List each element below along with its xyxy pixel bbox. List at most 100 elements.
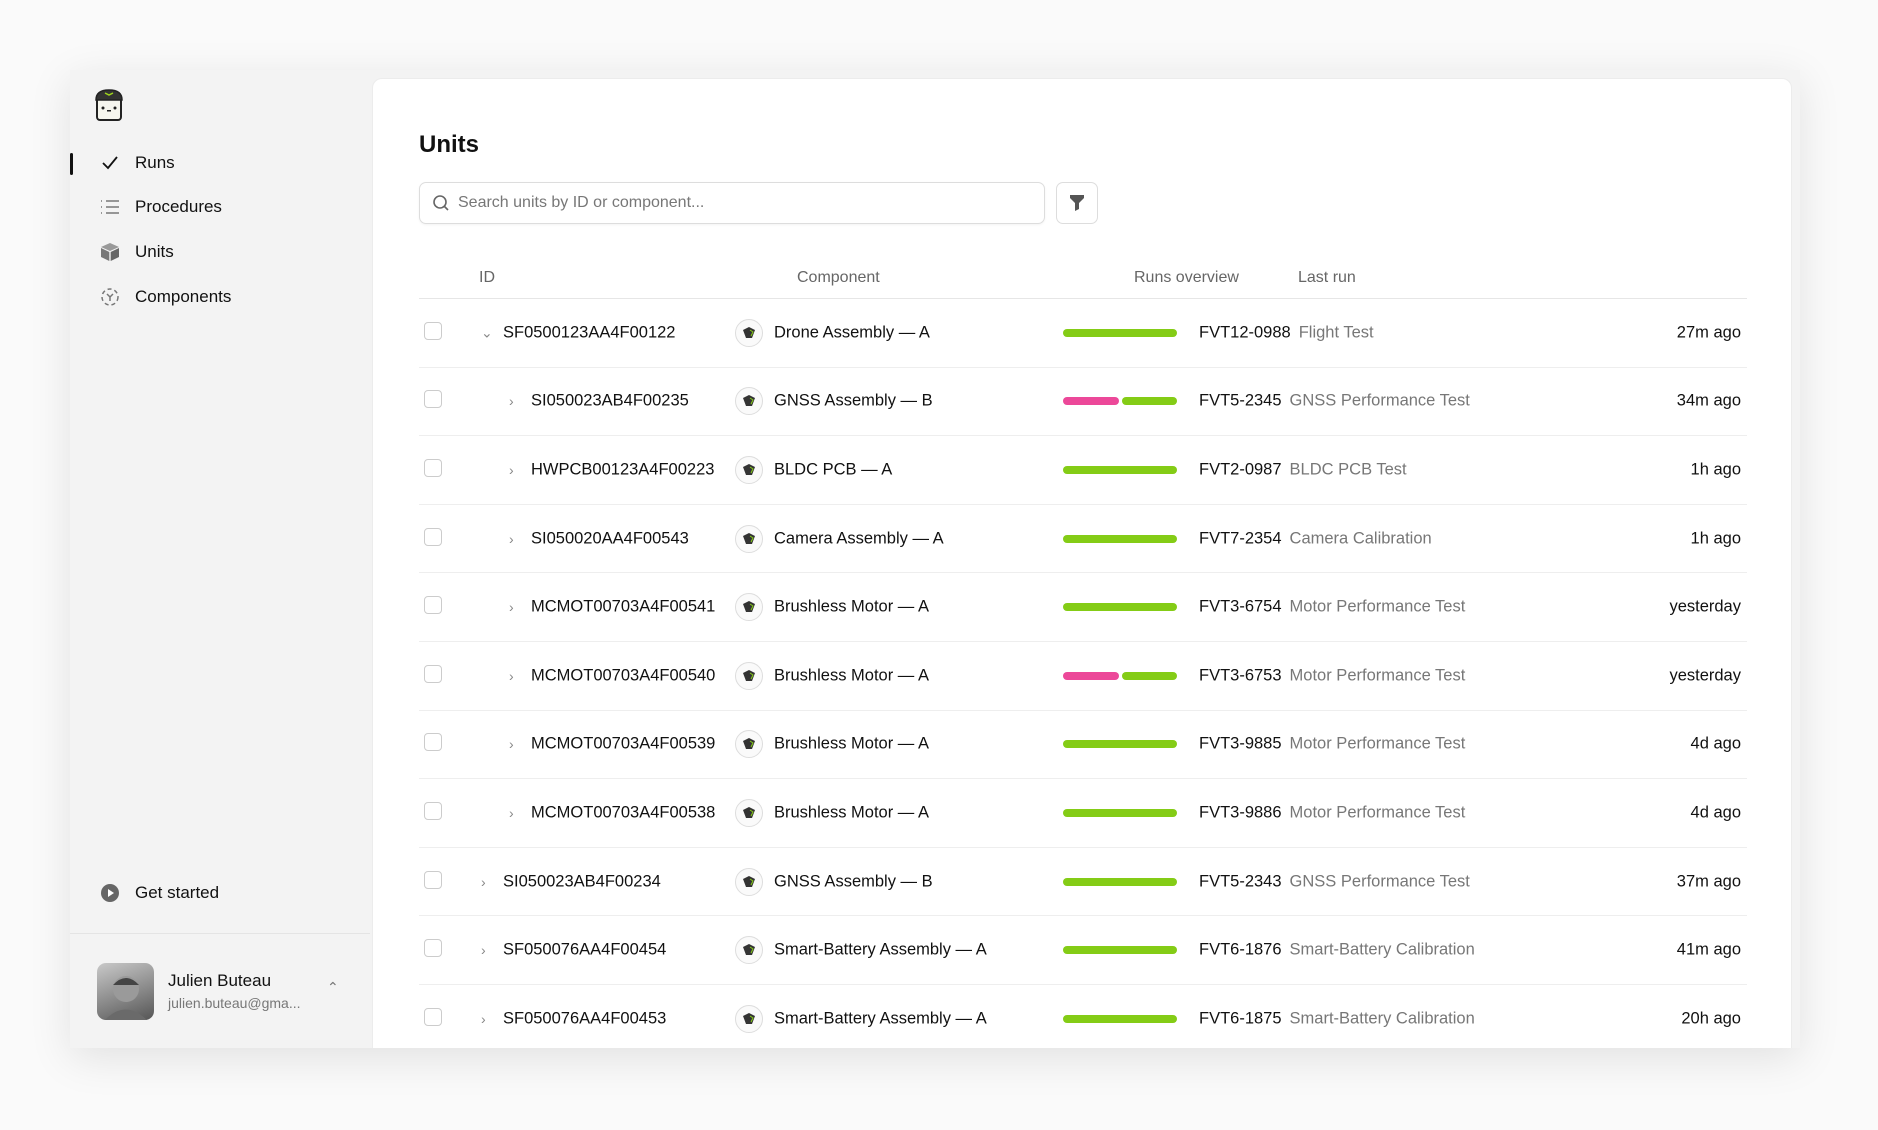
component-name[interactable]: GNSS Assembly — B: [774, 391, 933, 410]
sidebar-item-label: Components: [135, 287, 232, 306]
chevron-right-icon[interactable]: ›: [509, 393, 514, 410]
unit-id[interactable]: MCMOT00703A4F00538: [531, 803, 716, 822]
chevron-right-icon[interactable]: ›: [509, 736, 514, 753]
run-id: FVT12-0988: [1199, 323, 1291, 342]
table-row[interactable]: › HWPCB00123A4F00223 BLDC PCB — A FVT2-0…: [419, 436, 1747, 505]
component-name[interactable]: BLDC PCB — A: [774, 460, 893, 479]
sidebar-item-label: Units: [135, 242, 174, 261]
sidebar-item-procedures[interactable]: Procedures: [70, 189, 360, 225]
chevron-right-icon[interactable]: ›: [509, 530, 514, 547]
column-header-id[interactable]: ID: [479, 269, 495, 286]
sidebar: Runs Procedures Units Components Get sta…: [70, 70, 370, 1048]
last-run[interactable]: FVT12-0988 Flight Test: [1199, 323, 1374, 342]
component-thumbnail-icon: [735, 455, 763, 484]
unit-id[interactable]: MCMOT00703A4F00539: [531, 734, 716, 753]
unit-id[interactable]: SI050023AB4F00234: [503, 872, 661, 891]
table-row[interactable]: › SF050076AA4F00453 Smart-Battery Assemb…: [419, 985, 1747, 1048]
last-run[interactable]: FVT5-2343 GNSS Performance Test: [1199, 872, 1470, 891]
filter-button[interactable]: [1056, 182, 1098, 224]
component-name[interactable]: Smart-Battery Assembly — A: [774, 940, 987, 959]
table-row[interactable]: › MCMOT00703A4F00539 Brushless Motor — A…: [419, 711, 1747, 780]
runs-overview-bar: [1063, 946, 1177, 955]
chevron-right-icon[interactable]: ›: [481, 942, 486, 959]
sidebar-item-units[interactable]: Units: [70, 234, 360, 270]
run-bar-pass: [1063, 534, 1177, 543]
search-input[interactable]: [458, 194, 1018, 212]
run-bar-pass: [1063, 877, 1177, 886]
component-name[interactable]: GNSS Assembly — B: [774, 872, 933, 891]
row-checkbox[interactable]: [424, 664, 442, 683]
component-name[interactable]: Smart-Battery Assembly — A: [774, 1009, 987, 1028]
row-checkbox[interactable]: [424, 527, 442, 546]
chevron-up-icon[interactable]: ⌃: [327, 979, 339, 995]
unit-id[interactable]: SI050020AA4F00543: [531, 529, 689, 548]
component-name[interactable]: Brushless Motor — A: [774, 666, 929, 685]
chevron-right-icon[interactable]: ›: [509, 599, 514, 616]
run-time: 20h ago: [1681, 1009, 1741, 1028]
last-run[interactable]: FVT3-9885 Motor Performance Test: [1199, 735, 1465, 754]
check-icon: [98, 151, 122, 175]
avatar: [97, 963, 154, 1020]
run-bar-fail: [1063, 671, 1119, 680]
chevron-right-icon[interactable]: ›: [509, 804, 514, 821]
table-row[interactable]: › MCMOT00703A4F00541 Brushless Motor — A…: [419, 573, 1747, 642]
last-run[interactable]: FVT3-6753 Motor Performance Test: [1199, 666, 1465, 685]
column-header-runs-overview[interactable]: Runs overview: [1134, 269, 1239, 286]
last-run[interactable]: FVT6-1876 Smart-Battery Calibration: [1199, 941, 1475, 960]
component-name[interactable]: Brushless Motor — A: [774, 597, 929, 616]
component-name[interactable]: Brushless Motor — A: [774, 803, 929, 822]
get-started-label: Get started: [135, 883, 220, 902]
table-row[interactable]: › SI050023AB4F00234 GNSS Assembly — B FV…: [419, 848, 1747, 917]
unit-id[interactable]: HWPCB00123A4F00223: [531, 460, 715, 479]
last-run[interactable]: FVT2-0987 BLDC PCB Test: [1199, 460, 1407, 479]
get-started-button[interactable]: Get started: [70, 875, 360, 911]
unit-id[interactable]: MCMOT00703A4F00540: [531, 666, 716, 685]
sidebar-item-components[interactable]: Components: [70, 279, 360, 315]
run-id: FVT7-2354: [1199, 529, 1282, 548]
run-id: FVT3-9885: [1199, 734, 1282, 753]
unit-id[interactable]: SF0500123AA4F00122: [503, 323, 676, 342]
chevron-right-icon[interactable]: ›: [481, 1010, 486, 1027]
table-row[interactable]: › SF050076AA4F00454 Smart-Battery Assemb…: [419, 916, 1747, 985]
row-checkbox[interactable]: [424, 390, 442, 409]
column-header-component[interactable]: Component: [797, 269, 880, 286]
table-row[interactable]: › MCMOT00703A4F00538 Brushless Motor — A…: [419, 779, 1747, 848]
last-run[interactable]: FVT3-6754 Motor Performance Test: [1199, 598, 1465, 617]
row-checkbox[interactable]: [424, 733, 442, 752]
unit-id[interactable]: SI050023AB4F00235: [531, 391, 689, 410]
last-run[interactable]: FVT6-1875 Smart-Battery Calibration: [1199, 1009, 1475, 1028]
chevron-right-icon[interactable]: ›: [509, 461, 514, 478]
row-checkbox[interactable]: [424, 321, 442, 340]
row-checkbox[interactable]: [424, 596, 442, 615]
component-name[interactable]: Camera Assembly — A: [774, 529, 944, 548]
last-run[interactable]: FVT5-2345 GNSS Performance Test: [1199, 392, 1470, 411]
table-row[interactable]: › SI050020AA4F00543 Camera Assembly — A …: [419, 505, 1747, 574]
table-row[interactable]: ⌄ SF0500123AA4F00122 Drone Assembly — A …: [419, 299, 1747, 368]
run-id: FVT3-6754: [1199, 597, 1282, 616]
row-checkbox[interactable]: [424, 458, 442, 477]
row-checkbox[interactable]: [424, 870, 442, 889]
user-menu[interactable]: Julien Buteau julien.buteau@gma... ⌃: [97, 963, 357, 1021]
chevron-right-icon[interactable]: ›: [509, 667, 514, 684]
unit-id[interactable]: MCMOT00703A4F00541: [531, 597, 716, 616]
last-run[interactable]: FVT3-9886 Motor Performance Test: [1199, 803, 1465, 822]
component-name[interactable]: Drone Assembly — A: [774, 323, 930, 342]
last-run[interactable]: FVT7-2354 Camera Calibration: [1199, 529, 1432, 548]
chevron-down-icon[interactable]: ⌄: [481, 324, 493, 341]
column-header-last-run[interactable]: Last run: [1298, 269, 1356, 286]
runs-overview-bar: [1063, 465, 1177, 474]
row-checkbox[interactable]: [424, 939, 442, 958]
row-checkbox[interactable]: [424, 1007, 442, 1026]
sidebar-item-label: Procedures: [135, 197, 222, 216]
unit-id[interactable]: SF050076AA4F00453: [503, 1009, 667, 1028]
run-time: 4d ago: [1690, 734, 1741, 753]
chevron-right-icon[interactable]: ›: [481, 873, 486, 890]
table-row[interactable]: › MCMOT00703A4F00540 Brushless Motor — A…: [419, 642, 1747, 711]
sidebar-item-runs[interactable]: Runs: [70, 145, 360, 181]
component-thumbnail-icon: [735, 661, 763, 690]
table-row[interactable]: › SI050023AB4F00235 GNSS Assembly — B FV…: [419, 368, 1747, 437]
logo-icon: [95, 89, 123, 121]
component-name[interactable]: Brushless Motor — A: [774, 734, 929, 753]
row-checkbox[interactable]: [424, 801, 442, 820]
unit-id[interactable]: SF050076AA4F00454: [503, 940, 667, 959]
